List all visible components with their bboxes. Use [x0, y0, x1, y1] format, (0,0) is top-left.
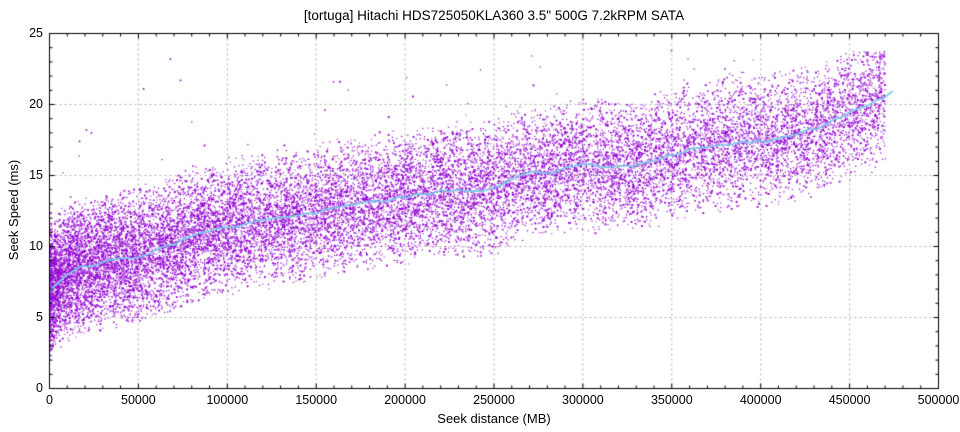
y-tick-label: 20 — [29, 97, 43, 111]
x-axis-label: Seek distance (MB) — [437, 411, 551, 426]
x-tick-label: 100000 — [206, 393, 249, 407]
y-tick-label: 15 — [29, 168, 43, 182]
y-axis-label: Seek Speed (ms) — [6, 159, 21, 261]
y-tick-label: 10 — [29, 239, 43, 253]
x-tick-label: 50000 — [121, 393, 156, 407]
y-tick-label: 5 — [36, 310, 43, 324]
x-tick-label: 150000 — [295, 393, 338, 407]
chart-title: [tortuga] Hitachi HDS725050KLA360 3.5" 5… — [303, 8, 685, 23]
x-tick-label: 400000 — [739, 393, 782, 407]
x-tick-label: 0 — [46, 393, 53, 407]
x-tick-label: 300000 — [562, 393, 604, 407]
x-tick-label: 500000 — [917, 393, 960, 407]
y-tick-label: 0 — [36, 381, 43, 395]
y-tick-label: 25 — [29, 26, 43, 40]
x-tick-label: 250000 — [473, 393, 515, 407]
x-tick-label: 200000 — [384, 393, 426, 407]
x-tick-label: 350000 — [650, 393, 693, 407]
x-tick-label: 450000 — [828, 393, 871, 407]
